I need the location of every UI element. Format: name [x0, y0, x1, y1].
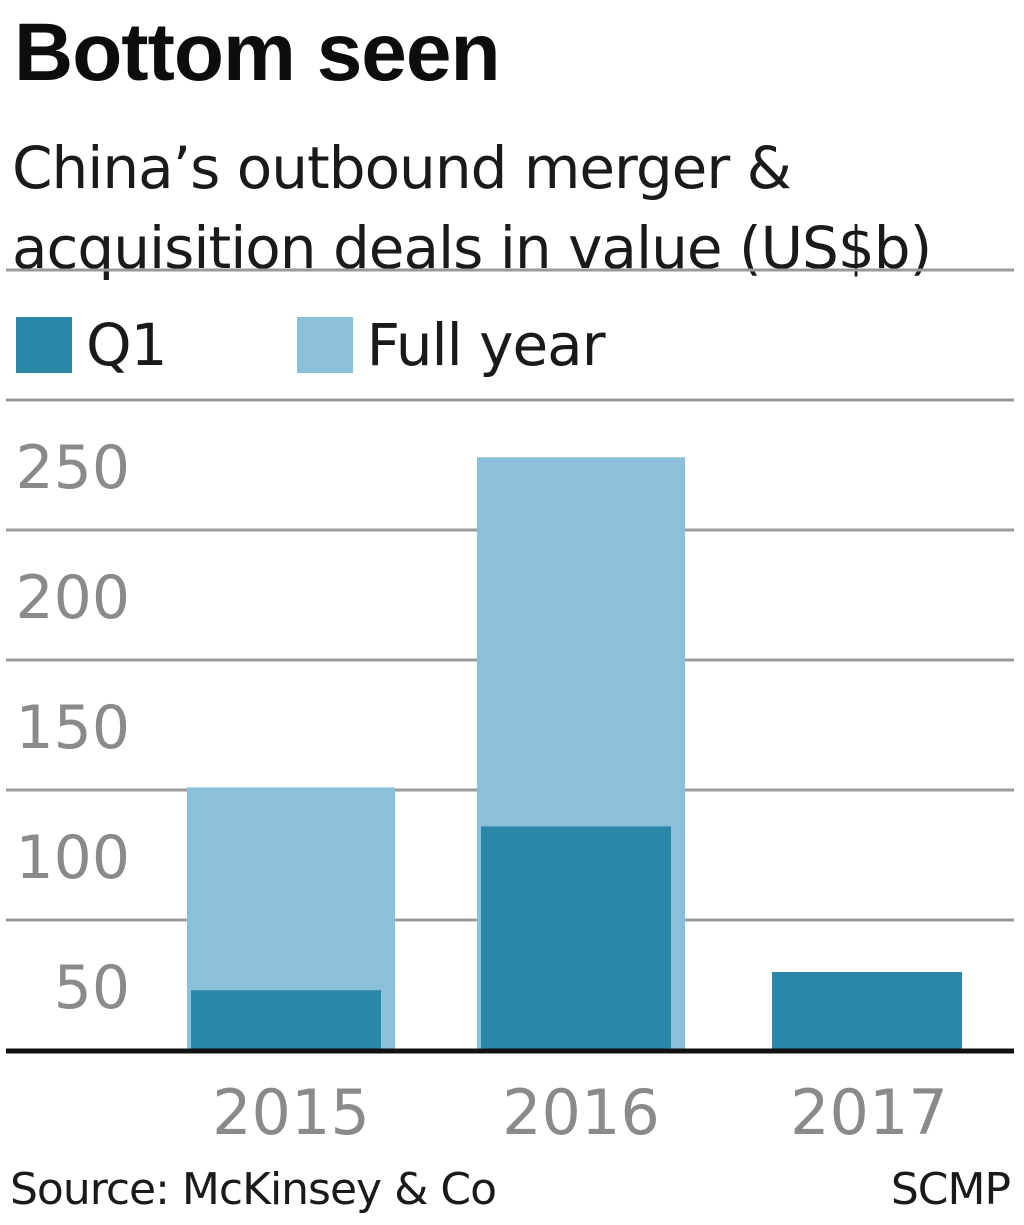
- y-tick-label-250: 250: [15, 433, 130, 503]
- legend: Q1 Full year: [16, 316, 735, 374]
- legend-label-q1: Q1: [86, 311, 168, 379]
- bar-q1-2015: [191, 990, 381, 1050]
- x-tick-label-2017: 2017: [790, 1076, 948, 1149]
- legend-item-q1: Q1: [16, 311, 168, 379]
- legend-item-full-year: Full year: [296, 311, 606, 379]
- x-tick-label-2015: 2015: [212, 1076, 370, 1149]
- legend-swatch-full-year: [296, 317, 353, 373]
- y-tick-label-150: 150: [15, 693, 130, 763]
- y-tick-label-200: 200: [15, 563, 130, 633]
- y-tick-label-100: 100: [15, 823, 130, 893]
- bar-q1-2016: [481, 826, 671, 1050]
- bar-q1-2017: [772, 972, 962, 1050]
- credit-note: SCMP: [890, 1164, 1011, 1215]
- y-tick-label-50: 50: [54, 953, 130, 1023]
- x-tick-label-2016: 2016: [502, 1076, 660, 1149]
- legend-swatch-q1: [16, 317, 72, 373]
- legend-label-full-year: Full year: [366, 311, 606, 379]
- source-note: Source: McKinsey & Co: [10, 1164, 497, 1215]
- chart-title: Bottom seen: [14, 7, 501, 98]
